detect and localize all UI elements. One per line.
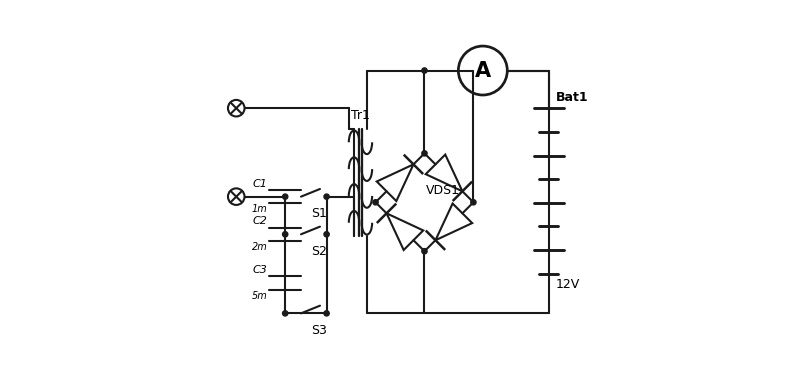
Circle shape [282,194,288,199]
Circle shape [422,249,427,254]
Circle shape [324,311,330,316]
Text: C2: C2 [253,216,267,227]
Circle shape [373,200,378,205]
Text: 12V: 12V [555,278,580,291]
Text: 1m: 1m [252,204,267,214]
Text: 2m: 2m [252,242,267,252]
Text: C3: C3 [253,265,267,275]
Circle shape [282,311,288,316]
Circle shape [282,231,288,237]
Text: A: A [474,60,491,81]
Circle shape [422,151,427,156]
Text: C1: C1 [253,179,267,189]
Circle shape [324,231,330,237]
Text: Bat1: Bat1 [555,91,588,104]
Circle shape [422,68,427,73]
Text: S1: S1 [311,207,327,220]
Circle shape [470,200,476,205]
Circle shape [324,194,330,199]
Text: S3: S3 [311,324,327,337]
Text: VDS1: VDS1 [426,184,460,197]
Text: S2: S2 [311,245,327,258]
Text: 5m: 5m [252,291,267,301]
Text: Tr1: Tr1 [351,109,370,122]
